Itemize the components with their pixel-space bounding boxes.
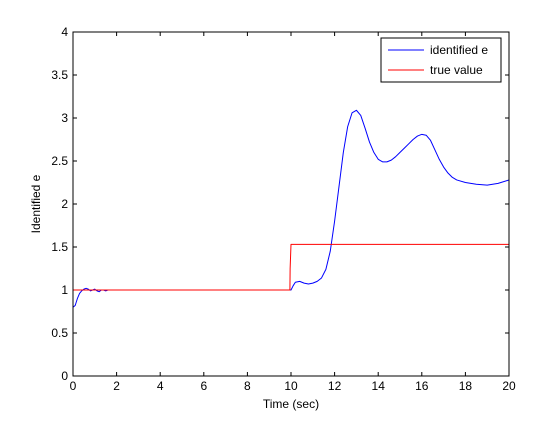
x-tick-label: 14 — [372, 379, 386, 393]
x-tick-label: 4 — [157, 379, 164, 393]
y-axis-label: Identified e — [29, 174, 43, 233]
plot-area — [73, 32, 509, 376]
plot-frame — [72, 31, 510, 377]
legend-label-true-value: true value — [430, 63, 483, 77]
y-tick-label: 0 — [61, 369, 68, 383]
y-tick-label: 1.5 — [51, 240, 68, 254]
x-tick-label: 10 — [284, 379, 298, 393]
legend-box — [380, 37, 502, 83]
series-layer — [72, 109, 510, 308]
y-tick-label: 0.5 — [51, 326, 68, 340]
y-tick-label: 3 — [61, 111, 68, 125]
x-ticks: 0 2 4 6 8 10 12 14 16 18 20 — [70, 32, 516, 393]
y-tick-label: 4 — [61, 25, 68, 39]
legend-label-identified-e: identified e — [430, 43, 488, 57]
x-tick-label: 0 — [70, 379, 77, 393]
y-tick-label: 3.5 — [51, 68, 68, 82]
y-tick-label: 2.5 — [51, 154, 68, 168]
x-tick-label: 6 — [200, 379, 207, 393]
x-tick-label: 20 — [502, 379, 516, 393]
x-tick-label: 18 — [459, 379, 473, 393]
y-tick-label: 2 — [61, 197, 68, 211]
x-tick-label: 12 — [328, 379, 342, 393]
y-tick-label: 1 — [61, 283, 68, 297]
x-tick-label: 2 — [113, 379, 120, 393]
legend: identified e true value — [380, 37, 502, 83]
series-line-true-value — [73, 243, 509, 291]
x-tick-label: 8 — [244, 379, 251, 393]
y-ticks: 0 0.5 1 1.5 2 2.5 3 3.5 4 — [51, 25, 509, 383]
x-tick-label: 16 — [415, 379, 429, 393]
x-axis-label: Time (sec) — [263, 397, 319, 411]
series-line-identified-e — [72, 109, 510, 308]
